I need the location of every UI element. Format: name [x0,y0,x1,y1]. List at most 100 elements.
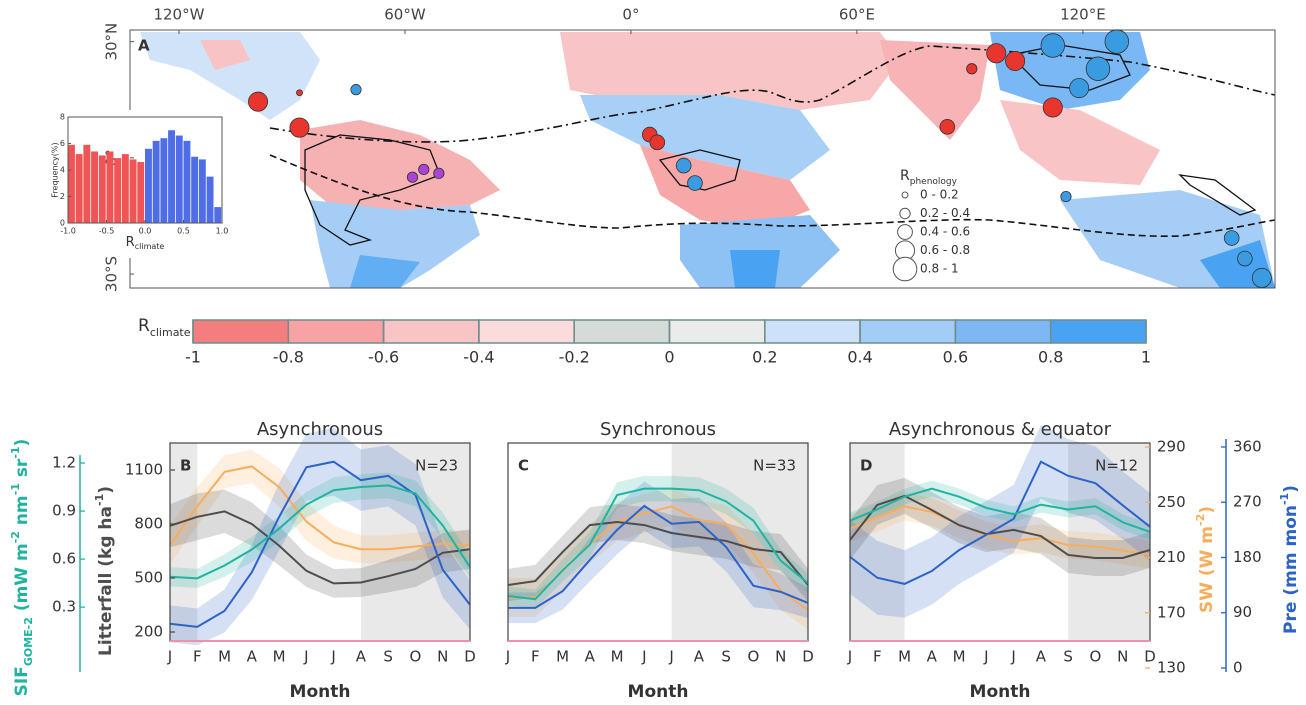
panel-label: B [180,457,191,475]
hist-bar [160,138,168,223]
x-tick-label: A [356,648,367,666]
y-tick-label: 1100 [125,461,163,479]
y-tick-label: 210 [1157,548,1186,566]
hist-bar [83,144,91,223]
colorbar-label: 0.4 [847,348,872,367]
text-part: R [126,235,135,250]
site [1237,250,1253,267]
site [675,157,692,174]
text-part: R [900,168,910,184]
x-tick-label: N [1117,648,1128,666]
hist-bar [145,148,152,223]
shaded-season [170,443,198,641]
site [1104,29,1130,54]
y-tick-label: 0.9 [52,502,76,520]
x-tick-label: J [983,648,988,666]
x-tick-label: 1.0 [216,227,229,236]
hist-bar [98,155,106,223]
panel-label: A [138,37,150,55]
hist-bar [214,207,222,223]
land [310,200,480,288]
series-line [169,510,471,585]
x-tick-label: M [273,648,286,666]
x-tick-label: N [775,648,786,666]
land [140,32,320,120]
x-tick-label: O [410,648,422,666]
text-part: phenology [910,177,958,187]
lat-label: 30°N [103,23,121,61]
y-tick-label: 500 [134,569,163,587]
land [300,120,500,210]
land [730,250,780,288]
y-axis-title: Pre (mm mon-1) [1278,485,1302,634]
y-tick-label: 200 [134,623,163,641]
x-tick-label: D [802,648,814,666]
x-tick-label: S [383,648,393,666]
x-tick-label: A [1036,648,1047,666]
site [1005,50,1026,71]
shaded-season [671,443,808,641]
x-tick-label: 0.5 [177,227,190,236]
land [350,255,420,288]
text-part: climate [135,242,165,251]
series-line [849,494,1151,560]
panel-label: D [860,457,872,475]
y-tick-label: 4 [60,166,65,175]
x-tick-label: F [531,648,540,666]
x-tick-label: A [247,648,258,666]
colorbar-label: 0.8 [1038,348,1063,367]
text-part: Pre (mm mon [1281,505,1301,634]
lon-label: 0° [622,6,639,24]
site [986,43,1007,64]
x-tick-label: J [641,648,646,666]
shaded-season [1068,443,1150,641]
hist-bar [152,140,160,223]
x-tick-label: O [1090,648,1102,666]
colorbar-cell [859,319,957,344]
sample-size: N=33 [753,457,796,475]
x-tick-label: M [953,648,966,666]
y-tick-label: 270 [1233,493,1262,511]
region-outline [304,134,441,246]
series-line [169,460,471,628]
y-axis-title: SIFGOME-2 (mW m-2 nm-1 sr-1) [9,439,35,697]
x-tick-label: A [927,648,938,666]
legend-title: Rphenology [900,168,958,187]
legend-marker [899,207,911,220]
series-line [169,465,471,551]
sample-size: N=23 [415,457,458,475]
site [418,163,430,176]
text-part: -2 [9,531,22,543]
land [580,95,830,180]
text-part: ) [12,439,32,447]
site [289,117,310,138]
y-axis-title: SW (W m-2) [1194,506,1218,613]
x-tick-label: J [1010,648,1015,666]
colorbar-cell [1049,319,1147,344]
panel-label: C [518,457,529,475]
x-tick-label: D [464,648,476,666]
colorbar-cell [287,319,385,344]
text-part: sr [12,458,32,483]
x-tick-label: A [585,648,596,666]
y-tick-label: 170 [1157,603,1186,621]
legend-label: 0.2 - 0.4 [920,206,970,220]
y-tick-label: 0.3 [52,598,76,616]
series-line [169,484,471,580]
site [296,89,303,97]
chart-title: Synchronous [600,419,716,440]
site [433,167,445,179]
confidence-band [508,504,808,602]
site [1223,230,1240,246]
confidence-band [170,449,470,565]
hist-bar [106,151,114,223]
y-tick-label: 800 [134,515,163,533]
y-tick-label: 2 [60,192,65,201]
hist-bar [206,176,214,223]
series-line [508,504,809,609]
site [1085,56,1111,81]
site [649,134,666,151]
hist-bar [121,154,129,223]
x-tick-label: F [873,648,882,666]
site [1040,33,1065,58]
